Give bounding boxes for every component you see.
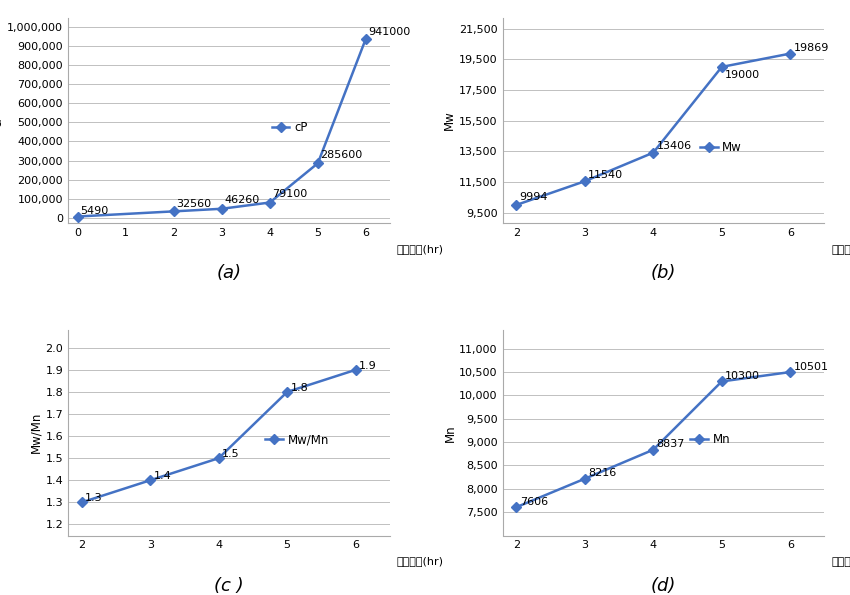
Text: 19869: 19869 xyxy=(794,43,829,54)
Mw/Mn xyxy=(145,477,156,484)
Mw/Mn xyxy=(76,499,87,506)
Legend: Mw/Mn: Mw/Mn xyxy=(261,428,334,451)
Legend: cP: cP xyxy=(267,116,312,139)
Y-axis label: cP: cP xyxy=(0,114,4,127)
Text: 가열시간(hr): 가열시간(hr) xyxy=(397,244,444,254)
Mn xyxy=(717,378,727,385)
Mw xyxy=(511,201,521,208)
Text: 5490: 5490 xyxy=(80,206,108,215)
Y-axis label: Mw/Mn: Mw/Mn xyxy=(30,412,42,453)
Text: 19000: 19000 xyxy=(725,70,760,80)
Line: cP: cP xyxy=(74,35,370,220)
Mw xyxy=(785,50,796,57)
Text: 가열시간(hr): 가열시간(hr) xyxy=(397,556,444,566)
Line: Mw/Mn: Mw/Mn xyxy=(78,367,360,506)
Text: 가열시간(hr): 가열시간(hr) xyxy=(831,556,850,566)
Mn xyxy=(649,446,659,453)
Text: 1.4: 1.4 xyxy=(154,471,172,481)
cP xyxy=(313,159,323,167)
Text: 1.8: 1.8 xyxy=(291,383,309,393)
Text: (a): (a) xyxy=(217,264,241,283)
Mn xyxy=(511,503,521,511)
Text: 8216: 8216 xyxy=(588,468,616,478)
Text: 7606: 7606 xyxy=(519,497,548,507)
Mw/Mn xyxy=(213,455,224,462)
Text: (b): (b) xyxy=(651,264,677,283)
Mw/Mn xyxy=(350,367,360,374)
Text: 8837: 8837 xyxy=(657,439,685,449)
Text: 가열시간(hr): 가열시간(hr) xyxy=(831,244,850,254)
cP xyxy=(72,213,82,220)
Text: 11540: 11540 xyxy=(588,170,623,180)
Text: 32560: 32560 xyxy=(176,199,212,209)
cP xyxy=(360,35,371,42)
Text: 10300: 10300 xyxy=(725,371,760,381)
Text: 1.5: 1.5 xyxy=(222,449,240,459)
Mw/Mn xyxy=(282,389,292,396)
Text: (c ): (c ) xyxy=(214,577,244,594)
Y-axis label: Mw: Mw xyxy=(444,111,456,130)
Mw xyxy=(717,63,727,70)
Text: 46260: 46260 xyxy=(224,195,259,205)
Text: 79100: 79100 xyxy=(272,189,308,199)
Text: 941000: 941000 xyxy=(368,27,411,37)
Mw xyxy=(580,178,590,185)
Line: Mw: Mw xyxy=(513,50,794,208)
Text: 10501: 10501 xyxy=(794,362,829,372)
Text: 1.9: 1.9 xyxy=(359,361,377,371)
Legend: Mw: Mw xyxy=(695,137,747,159)
cP xyxy=(168,208,178,215)
Y-axis label: Mn: Mn xyxy=(444,424,456,441)
Mn xyxy=(580,475,590,483)
Text: 13406: 13406 xyxy=(657,141,692,151)
Line: Mn: Mn xyxy=(513,368,794,511)
cP xyxy=(217,205,227,212)
Text: (d): (d) xyxy=(651,577,677,594)
Mw xyxy=(649,149,659,156)
Legend: Mn: Mn xyxy=(686,428,735,451)
Mn xyxy=(785,368,796,375)
cP xyxy=(264,199,275,206)
Text: 1.3: 1.3 xyxy=(85,493,103,503)
Text: 285600: 285600 xyxy=(320,151,362,161)
Text: 9994: 9994 xyxy=(519,192,548,202)
